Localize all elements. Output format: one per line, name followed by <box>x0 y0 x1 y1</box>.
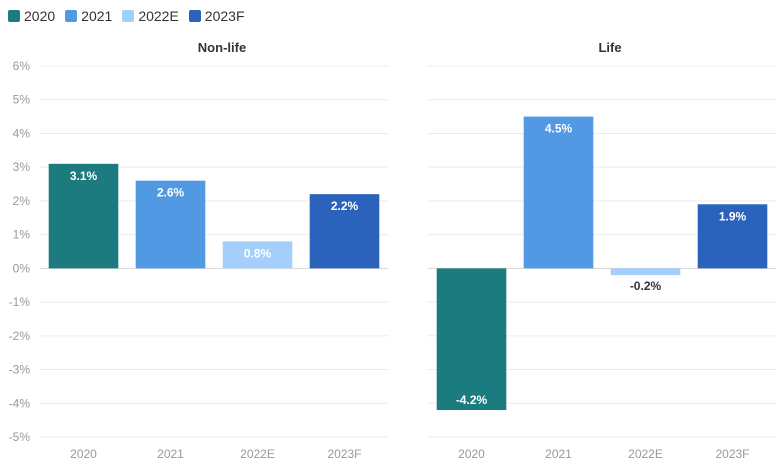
legend-item-2023f[interactable]: 2023F <box>188 8 245 24</box>
bar-life-2023f <box>697 204 768 269</box>
y-tick-label: -3% <box>9 363 31 377</box>
y-tick-label: 1% <box>13 228 31 242</box>
data-label: 4.5% <box>545 122 573 136</box>
chart-legend: 2020 2021 2022E 2023F <box>8 6 255 26</box>
data-label: -0.2% <box>630 279 662 293</box>
legend-item-2020[interactable]: 2020 <box>8 8 55 24</box>
y-axis: 6% 5% 4% 3% 2% 1% 0% -1% -2% -3% -4% -5% <box>9 59 31 444</box>
bar-life-2022e <box>610 268 681 276</box>
bar-non-life-2021 <box>135 180 206 269</box>
data-label: -4.2% <box>456 393 488 407</box>
y-tick-label: 6% <box>13 59 31 73</box>
x-tick-label: 2020 <box>70 447 97 461</box>
bar-non-life-2023f <box>309 194 380 269</box>
legend-label-2022e: 2022E <box>138 8 179 24</box>
y-tick-label: -1% <box>9 295 31 309</box>
y-tick-label: -2% <box>9 329 31 343</box>
bar-non-life-2022e <box>222 241 293 269</box>
x-tick-label: 2022E <box>240 447 275 461</box>
legend-item-2021[interactable]: 2021 <box>65 8 112 24</box>
panel-life: Life -4.2% 2020 4.5% 2021 -0.2% 2022E 1.9% 2023… <box>428 40 776 461</box>
legend-swatch-2022e <box>122 10 135 22</box>
y-tick-label: -5% <box>9 430 31 444</box>
y-tick-label: 4% <box>13 126 31 140</box>
legend-swatch-2023f <box>188 10 201 22</box>
legend-label-2021: 2021 <box>81 8 113 24</box>
data-label: 2.2% <box>331 199 359 213</box>
legend-swatch-2021 <box>65 10 78 22</box>
legend-label-2023f: 2023F <box>204 8 245 24</box>
panel-non-life: Non-life 3.1% 2020 2.6% 2021 0.8% 2022E 2.2% 20… <box>40 40 388 461</box>
x-tick-label: 2021 <box>545 447 572 461</box>
y-tick-label: -4% <box>9 396 31 410</box>
x-tick-label: 2023F <box>715 447 749 461</box>
legend-label-2020: 2020 <box>24 8 56 24</box>
bar-non-life-2020 <box>48 163 119 269</box>
data-label: 3.1% <box>70 169 98 183</box>
y-tick-label: 3% <box>13 160 31 174</box>
x-tick-label: 2022E <box>628 447 663 461</box>
bar-life-2020 <box>436 268 507 411</box>
x-tick-label: 2020 <box>458 447 485 461</box>
panel-title-life: Life <box>598 40 621 55</box>
data-label: 2.6% <box>157 186 185 200</box>
panel-title-non-life: Non-life <box>198 40 246 55</box>
legend-item-2022e[interactable]: 2022E <box>122 8 179 24</box>
legend-swatch-2020 <box>8 10 20 22</box>
data-label: 1.9% <box>719 209 747 223</box>
x-tick-label: 2023F <box>327 447 361 461</box>
bar-life-2021 <box>523 116 594 269</box>
y-tick-label: 2% <box>13 194 31 208</box>
y-tick-label: 0% <box>13 261 31 275</box>
y-tick-label: 5% <box>13 93 31 107</box>
data-label: 0.8% <box>244 246 272 260</box>
x-tick-label: 2021 <box>157 447 184 461</box>
